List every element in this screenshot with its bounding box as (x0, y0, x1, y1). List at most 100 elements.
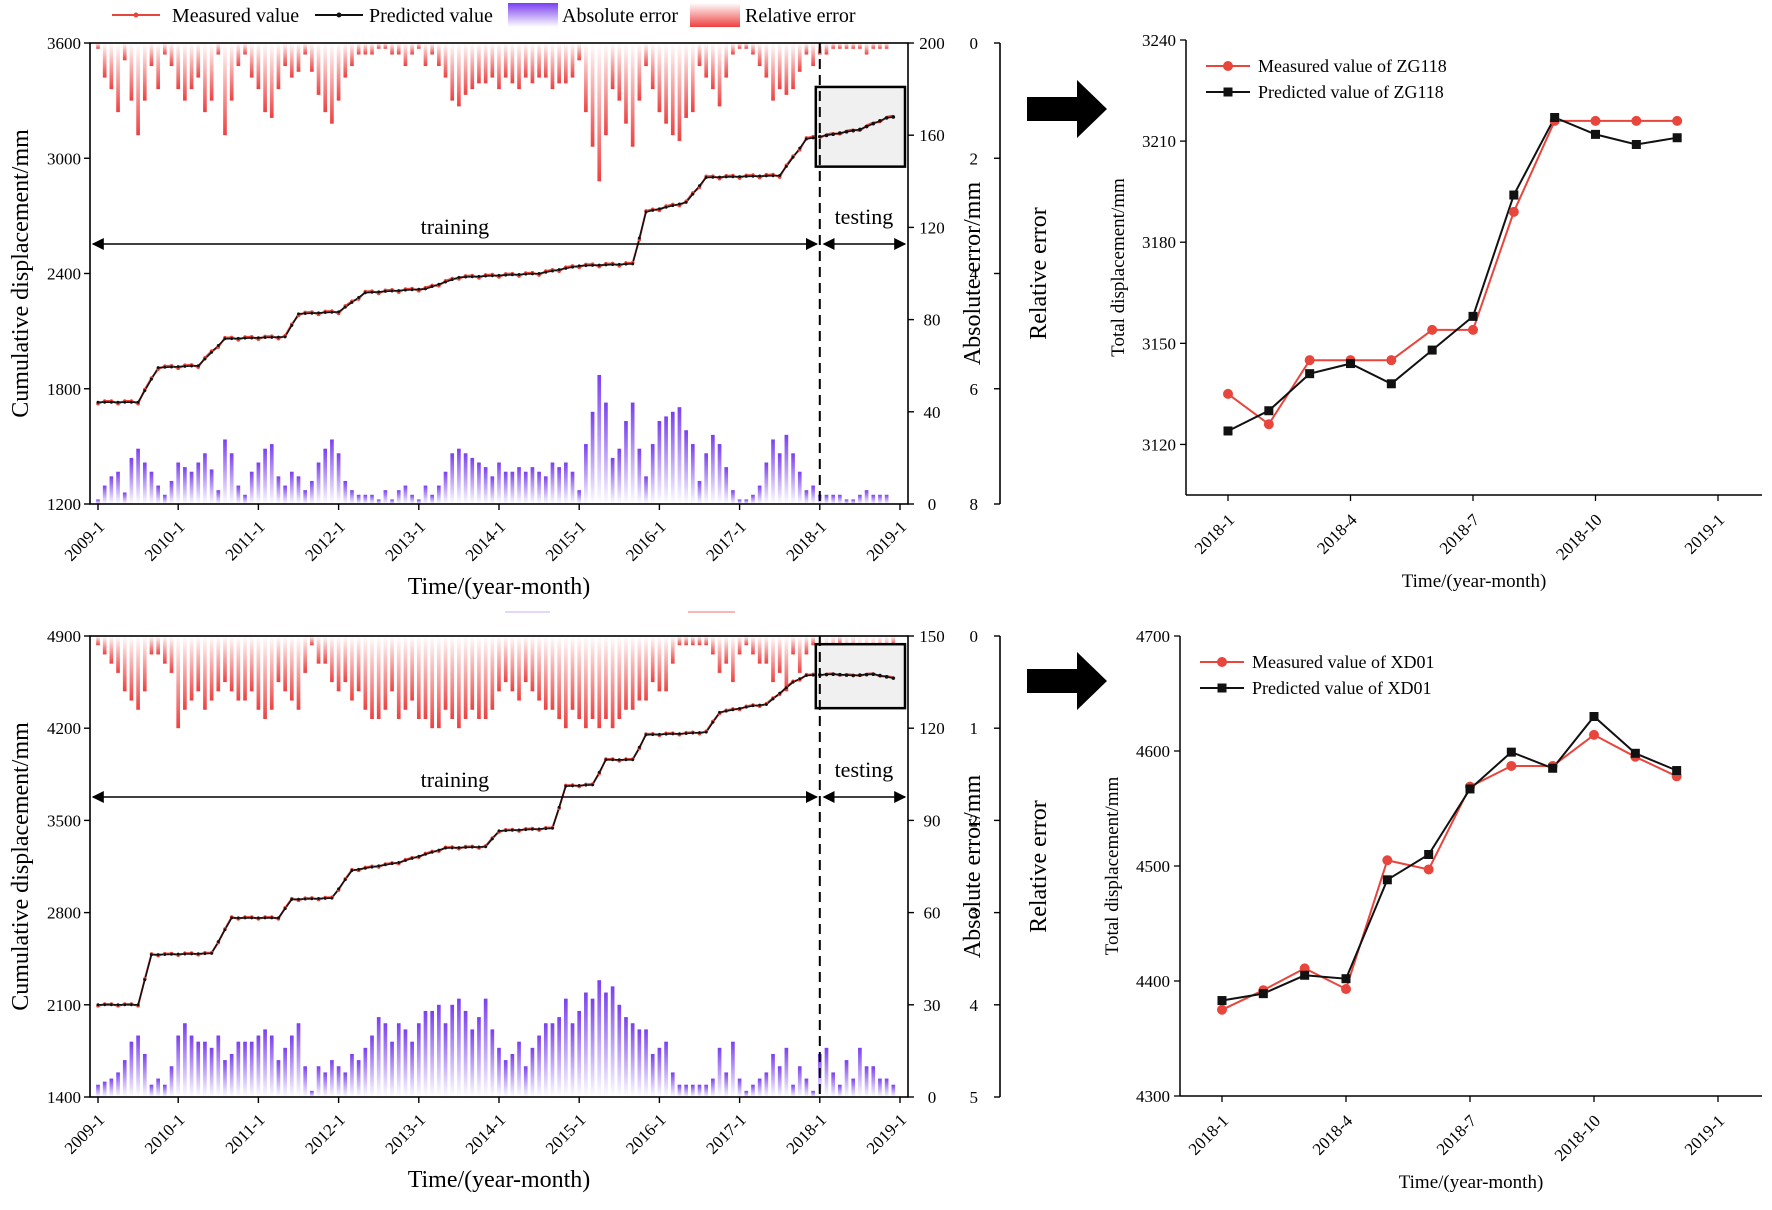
zg118-predicted-point (711, 175, 715, 179)
xd01-zoom-ytick-label: 4300 (1136, 1087, 1170, 1106)
zg118-rel-bar (209, 43, 214, 101)
zg118-abs-bar (670, 411, 675, 504)
zg118-predicted-point (96, 400, 100, 404)
zg118-rel-bar (463, 43, 468, 95)
zg118-rel-bar (797, 43, 802, 72)
zg118-abs-bar (637, 448, 642, 504)
xd01-rel-bar (477, 636, 481, 719)
zg118-abs-bar (236, 485, 241, 504)
xd01-predicted-point (297, 897, 300, 901)
zg118-predicted-point (363, 291, 367, 295)
zg118-rel-bar (350, 43, 354, 67)
xd01-zoom-predicted-point (1300, 970, 1310, 980)
xd01-xtick-label: 2009-1 (61, 1110, 108, 1157)
zg118-abs-bar (296, 476, 301, 504)
xd01-abs-bar (557, 1017, 561, 1097)
xd01-zoom-ylabel: Total displacement/mm (1102, 776, 1123, 955)
xd01-zoom-predicted-point (1506, 747, 1516, 757)
zg118-rel-bar (470, 43, 475, 90)
xd01-rel-bar (764, 636, 769, 664)
xd01-abs-tick-label: 120 (919, 719, 945, 738)
xd01-predicted-point (283, 907, 287, 911)
xd01-predicted-line (98, 673, 894, 1006)
xd01-rel-bar (363, 636, 368, 710)
xd01-abs-bar (249, 1041, 254, 1097)
xd01-abs-bar (142, 1053, 147, 1097)
zg118-abs-bar (610, 457, 615, 504)
xd01-rel-bar (690, 636, 695, 646)
zg118-abs-bar (784, 434, 789, 504)
zg118-abs-bar (390, 499, 394, 504)
zg118-predicted-point (323, 311, 327, 315)
zg118-predicted-point (290, 323, 294, 327)
xd01-abs-bar (410, 1041, 414, 1097)
zg118-abs-bar (142, 462, 147, 504)
xd01-rel-bar (189, 636, 194, 701)
xd01-abs-bar (670, 1072, 675, 1097)
zg118-xtick-label: 2015-1 (542, 517, 589, 564)
xd01-zoom-predicted-point (1672, 766, 1682, 776)
zg118-predicted-point (651, 208, 655, 212)
zg118-abs-bar (189, 471, 194, 504)
xd01-ytick-label: 4900 (47, 627, 81, 646)
zg118-zoom-ytick-label: 3120 (1142, 435, 1176, 454)
zg118-rel-bar (530, 43, 535, 84)
xd01-rel-bar (731, 636, 735, 683)
xd01-zoom-legend-predicted-marker (1217, 683, 1227, 693)
xd01-rel-bar (102, 636, 107, 655)
xd01-testing-label: testing (835, 757, 894, 782)
zg118-predicted-point (263, 336, 267, 340)
xd01-abs-bar (136, 1035, 140, 1097)
xd01-abs-bar (664, 1041, 668, 1097)
xd01-predicted-point (517, 828, 521, 832)
zg118-rel-bar (838, 43, 842, 49)
xd01-predicted-point (738, 706, 742, 710)
xd01-predicted-point (410, 856, 414, 860)
xd01-abs-bar (610, 986, 615, 1097)
zg118-abs-bar (751, 494, 755, 504)
xd01-rel-bar (543, 636, 548, 710)
xd01-rel-bar (510, 636, 515, 692)
xd01-rel-bar (229, 636, 234, 692)
xd01-predicted-point (811, 673, 815, 677)
xd01-abs-bar (490, 1029, 495, 1097)
xd01-rel-bar (323, 636, 328, 664)
zg118-predicted-point (210, 350, 214, 354)
xd01-abs-tick-label: 90 (924, 811, 941, 830)
xd01-abs-bar (644, 1029, 648, 1097)
zg118-predicted-point (230, 337, 234, 341)
xd01-predicted-point (270, 916, 274, 920)
xd01-predicted-point (343, 878, 347, 882)
zg118-rel-bar (376, 43, 381, 49)
xd01-abs-tick-label: 150 (919, 627, 945, 646)
xd01-predicted-point-test (871, 672, 876, 676)
xd01-abs-bar (577, 1010, 582, 1097)
zg118-zoom-measured-line (1227, 119, 1678, 426)
zg118-rel-bar (263, 43, 267, 113)
xd01-abs-bar (604, 992, 608, 1097)
zg118-rel-bar (677, 43, 682, 141)
xd01-rel-bar (223, 636, 227, 683)
xd01-abs-bar (396, 1023, 401, 1097)
xd01-predicted-point (317, 897, 321, 901)
zg118-rel-bar (777, 43, 782, 90)
zg118-abs-bar (563, 462, 568, 504)
xd01-rel-bar (296, 636, 301, 710)
xd01-abs-bar (289, 1035, 294, 1097)
xd01-abs-bar (590, 998, 595, 1097)
legend-rel-label: Relative error (745, 5, 856, 27)
xd01-predicted-point (143, 978, 147, 982)
xd01-rel-bar (497, 636, 501, 692)
zg118-abs-bar (871, 494, 876, 504)
zg118-rel-bar (370, 43, 374, 55)
xd01-rel-bar (597, 636, 602, 729)
zg118-abs-bar (122, 492, 127, 504)
zg118-predicted-point (149, 377, 153, 381)
zg118-rel-bar (791, 43, 795, 90)
xd01-abs-bar (457, 998, 461, 1097)
xd01-rel-bar (523, 636, 528, 683)
xd01-xlabel: Time/(year-month) (408, 1167, 591, 1193)
zg118-abs-bar (557, 467, 561, 504)
zg118-rel-bar (744, 43, 749, 49)
zg118-rel-bar (570, 43, 575, 78)
